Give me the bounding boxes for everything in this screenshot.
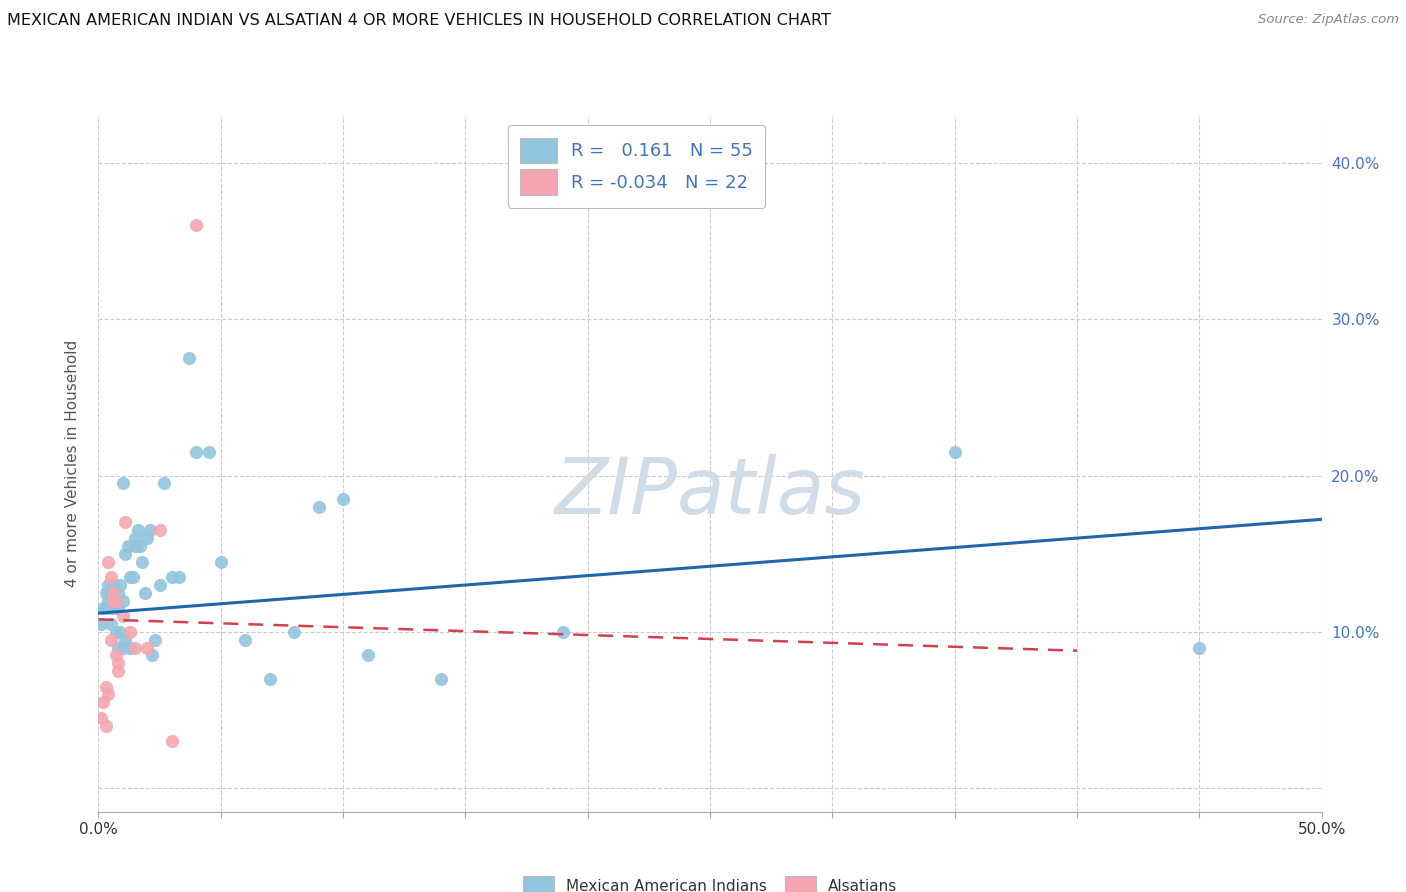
Point (111, 593, 134, 607)
Point (160, 570, 183, 584)
Point (143, 632, 166, 647)
Point (107, 601, 129, 615)
Point (104, 593, 127, 607)
Point (136, 640, 159, 655)
Point (94, 586, 117, 600)
Point (153, 476, 176, 491)
Point (117, 539, 139, 553)
Point (100, 601, 122, 615)
Point (94, 680, 117, 694)
Point (100, 632, 122, 647)
Point (186, 445, 208, 459)
Point (332, 491, 354, 506)
Point (308, 500, 330, 514)
Point (114, 516, 136, 530)
Point (120, 570, 142, 584)
Point (111, 640, 134, 655)
Point (186, 219, 208, 233)
Point (100, 617, 122, 632)
Point (101, 593, 124, 607)
Point (91, 695, 114, 709)
Point (91, 601, 114, 615)
Point (97, 578, 120, 592)
Point (101, 593, 124, 607)
Text: MEXICAN AMERICAN INDIAN VS ALSATIAN 4 OR MORE VEHICLES IN HOUSEHOLD CORRELATION : MEXICAN AMERICAN INDIAN VS ALSATIAN 4 OR… (7, 13, 831, 29)
Point (107, 640, 129, 655)
Point (110, 624, 132, 639)
Text: ZIPatlas: ZIPatlas (554, 454, 866, 530)
Point (160, 734, 183, 748)
Point (149, 578, 172, 592)
Point (209, 555, 232, 569)
Point (149, 523, 172, 537)
Point (553, 624, 575, 639)
Point (97, 555, 120, 569)
Point (90, 617, 112, 632)
Point (131, 555, 153, 569)
Point (107, 586, 129, 600)
Point (121, 570, 143, 584)
Point (127, 523, 149, 537)
Point (100, 586, 122, 600)
Point (129, 539, 152, 553)
Point (97, 688, 120, 702)
Point (97, 593, 120, 607)
Point (141, 648, 163, 663)
Point (356, 648, 378, 663)
Point (120, 640, 142, 655)
Y-axis label: 4 or more Vehicles in Household: 4 or more Vehicles in Household (65, 340, 80, 588)
Point (114, 547, 136, 561)
Point (90, 711, 112, 725)
Point (283, 624, 305, 639)
Point (124, 539, 146, 553)
Point (124, 640, 146, 655)
Point (233, 632, 256, 647)
Point (943, 445, 966, 459)
Point (134, 586, 156, 600)
Legend: Mexican American Indians, Alsatians: Mexican American Indians, Alsatians (516, 868, 904, 892)
Point (177, 351, 200, 366)
Point (110, 578, 132, 592)
Point (136, 531, 159, 545)
Point (430, 672, 453, 686)
Point (1188, 640, 1211, 655)
Point (104, 624, 127, 639)
Point (120, 624, 142, 639)
Point (104, 648, 127, 663)
Point (94, 601, 117, 615)
Point (107, 664, 129, 678)
Point (104, 601, 127, 615)
Point (197, 445, 219, 459)
Text: Source: ZipAtlas.com: Source: ZipAtlas.com (1258, 13, 1399, 27)
Point (111, 609, 134, 624)
Point (139, 523, 162, 537)
Point (167, 570, 190, 584)
Point (259, 672, 281, 686)
Point (124, 531, 146, 545)
Point (94, 719, 117, 733)
Point (114, 632, 136, 647)
Point (101, 578, 124, 592)
Point (101, 586, 124, 600)
Point (111, 476, 134, 491)
Point (100, 570, 122, 584)
Point (107, 656, 129, 670)
